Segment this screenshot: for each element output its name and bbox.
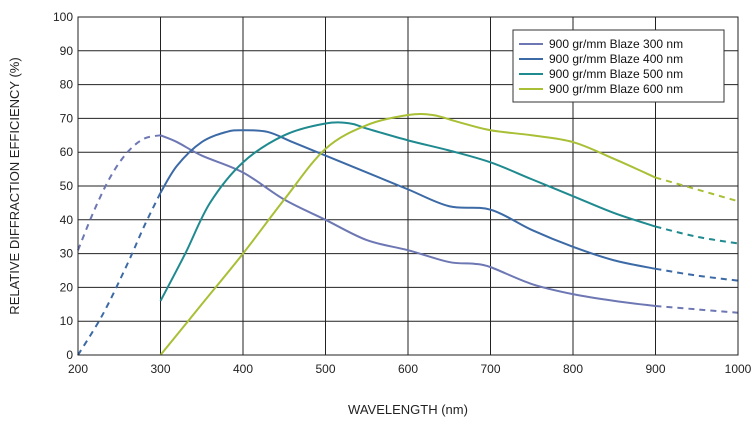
y-axis-title: RELATIVE DIFFRACTION EFFICIENCY (%) (7, 57, 22, 314)
legend-box (512, 29, 725, 103)
legend-label-2: 900 gr/mm Blaze 400 nm (549, 52, 683, 66)
y-tick-label-1: 10 (60, 314, 74, 328)
x-tick-label-4: 600 (398, 362, 418, 376)
y-axis-ticks: 0 10 20 30 40 50 60 70 80 90 100 (53, 10, 73, 362)
y-tick-label-7: 70 (60, 111, 74, 125)
x-tick-label-2: 400 (233, 362, 253, 376)
series-1-line (160, 134, 656, 307)
y-tick-label-10: 100 (53, 10, 73, 24)
y-tick-label-6: 60 (60, 145, 74, 159)
series-3 (159, 121, 739, 302)
y-tick-label-8: 80 (60, 78, 74, 92)
series-3-line (159, 121, 656, 302)
series-1-dashed-start (77, 134, 161, 251)
series-2-dashed-end (655, 267, 739, 282)
series-layer (77, 112, 739, 356)
plot-area-frame (77, 16, 739, 356)
x-tick-label-6: 800 (563, 362, 583, 376)
legend-label-3: 900 gr/mm Blaze 500 nm (549, 67, 683, 81)
legend-label-4: 900 gr/mm Blaze 600 nm (549, 82, 683, 96)
y-tick-label-0: 0 (66, 348, 73, 362)
series-1-dashed-end (655, 304, 739, 314)
series-2-dashed-start (77, 192, 162, 356)
x-tick-label-3: 500 (315, 362, 335, 376)
x-axis-ticks: 200 300 400 500 600 700 800 900 1000 (68, 362, 752, 376)
x-tick-label-1: 300 (150, 362, 170, 376)
x-tick-label-7: 900 (645, 362, 665, 376)
series-2 (77, 129, 739, 356)
y-tick-label-4: 40 (60, 213, 74, 227)
series-1 (77, 134, 739, 314)
y-tick-label-9: 90 (60, 44, 74, 58)
series-4 (159, 112, 739, 356)
y-tick-label-5: 50 (60, 179, 74, 193)
legend-label-1: 900 gr/mm Blaze 300 nm (549, 37, 683, 51)
series-2-line (159, 129, 656, 270)
x-axis-title: WAVELENGTH (nm) (348, 402, 468, 417)
series-4-line (159, 112, 656, 356)
y-tick-label-2: 20 (60, 280, 74, 294)
y-tick-label-3: 30 (60, 247, 74, 261)
series-3-dashed-end (655, 225, 739, 245)
x-tick-label-0: 200 (68, 362, 88, 376)
x-tick-label-8: 1000 (725, 362, 752, 376)
x-tick-label-5: 700 (480, 362, 500, 376)
series-4-dashed-end (655, 176, 739, 203)
